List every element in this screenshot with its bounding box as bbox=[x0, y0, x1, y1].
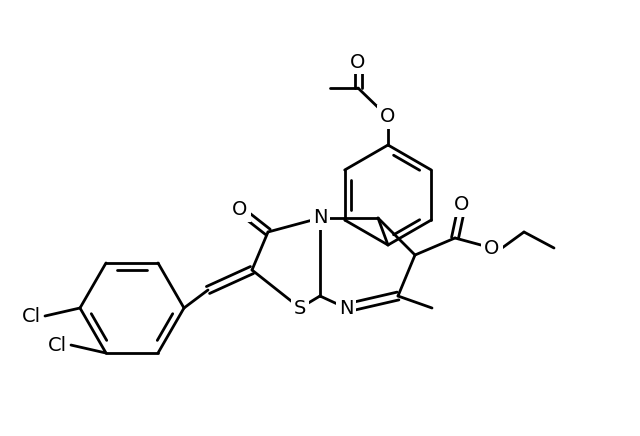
Text: O: O bbox=[484, 238, 500, 258]
Text: Cl: Cl bbox=[21, 307, 40, 326]
Text: Cl: Cl bbox=[47, 336, 67, 354]
Text: O: O bbox=[350, 52, 365, 72]
Text: O: O bbox=[232, 201, 248, 219]
Text: N: N bbox=[339, 299, 353, 317]
Text: N: N bbox=[313, 208, 327, 228]
Text: S: S bbox=[294, 299, 306, 317]
Text: O: O bbox=[380, 108, 396, 126]
Text: O: O bbox=[454, 195, 470, 215]
